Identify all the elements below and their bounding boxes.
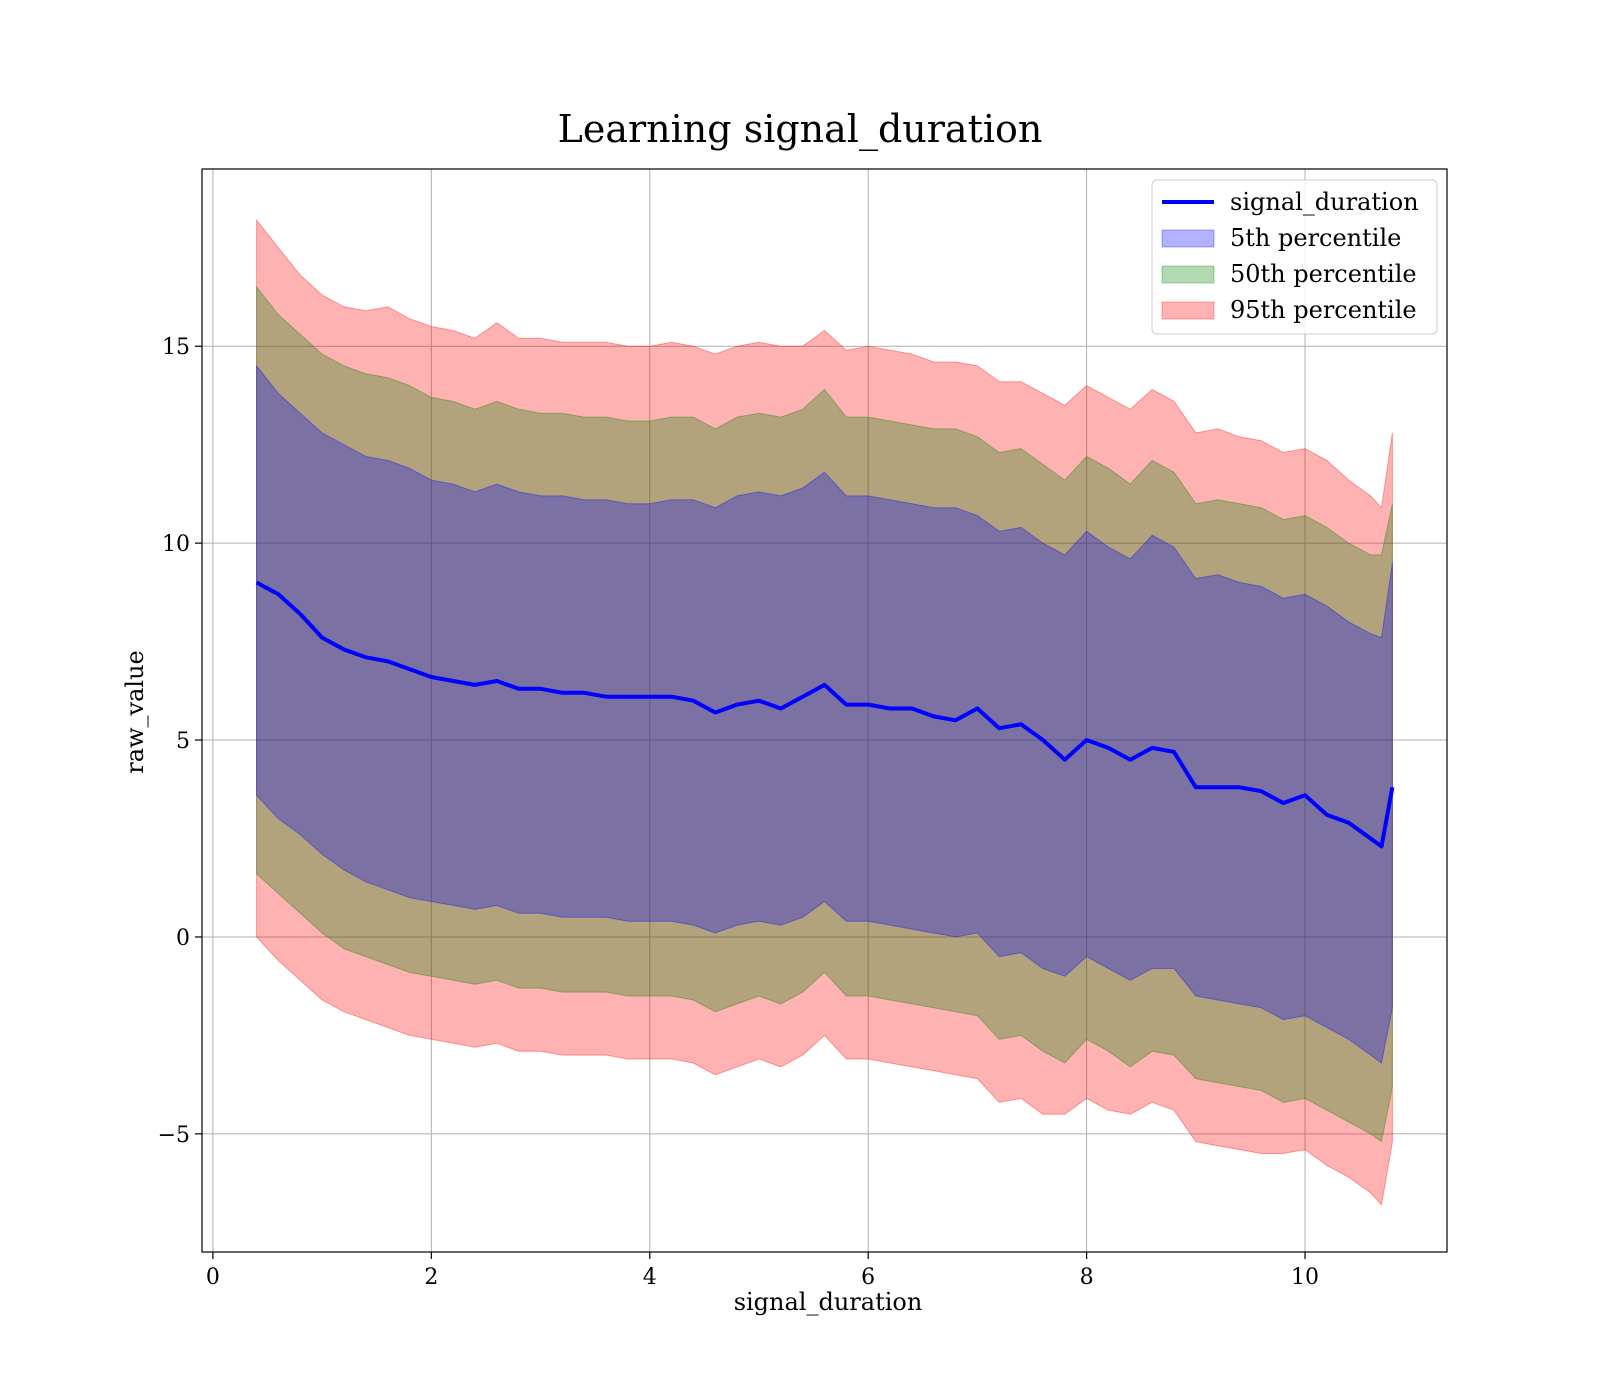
y-axis: −5 0 5 10 15 — [158, 335, 202, 1148]
legend-label: 50th percentile — [1230, 260, 1417, 288]
x-tick-label: 0 — [206, 1265, 220, 1290]
y-tick-label: 5 — [176, 729, 190, 754]
legend-label: signal_duration — [1230, 188, 1419, 216]
percentile-bands — [256, 218, 1393, 1206]
legend-patch-swatch — [1161, 265, 1215, 284]
5th-percentile-band — [256, 364, 1393, 1064]
y-tick-label: 15 — [162, 335, 190, 360]
x-tick-label: 4 — [643, 1265, 657, 1290]
legend-patch-swatch — [1161, 229, 1215, 248]
legend-patch-swatch — [1161, 301, 1215, 320]
legend-label: 5th percentile — [1230, 224, 1401, 252]
x-tick-label: 2 — [424, 1265, 438, 1290]
chart-title: Learning signal_duration — [558, 107, 1043, 152]
x-tick-label: 8 — [1080, 1265, 1094, 1290]
50th-percentile-band — [256, 285, 1393, 1143]
signal-duration-line — [255, 580, 1395, 849]
x-axis-label: signal_duration — [734, 1288, 923, 1316]
y-tick-label: 10 — [162, 532, 190, 557]
legend-box — [1151, 179, 1438, 335]
y-tick-label: 0 — [176, 926, 190, 951]
legend: signal_duration 5th percentile 50th percen… — [1151, 179, 1438, 335]
y-axis-label: raw_value — [121, 650, 149, 774]
grid — [202, 169, 1447, 1252]
x-tick-label: 10 — [1291, 1265, 1319, 1290]
plot-frame — [201, 168, 1448, 1253]
legend-label: 95th percentile — [1230, 296, 1417, 324]
x-axis: 0 2 4 6 8 10 — [206, 1252, 1319, 1290]
x-tick-label: 6 — [861, 1265, 875, 1290]
95th-percentile-band — [256, 218, 1393, 1206]
y-tick-label: −5 — [158, 1123, 190, 1148]
series-lines — [255, 580, 1395, 849]
